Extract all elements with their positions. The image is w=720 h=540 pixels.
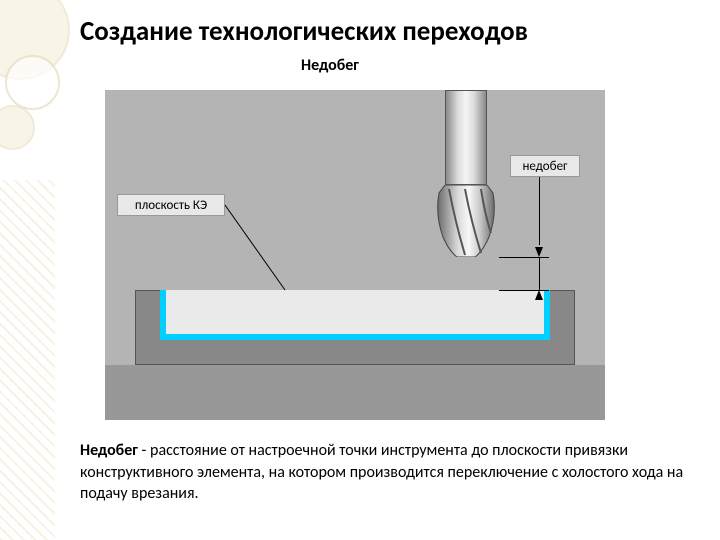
tool-cutter: [435, 185, 497, 257]
deco-circle-2: [5, 55, 60, 110]
slide-subtitle: Недобег: [80, 56, 580, 75]
callout-right-leader: [539, 177, 540, 245]
arrow-down-icon: [535, 247, 543, 257]
diagram: плоскость КЭ недобег: [105, 90, 605, 420]
deco-hatching: [0, 180, 55, 540]
tool-shank: [445, 90, 487, 185]
diagram-floor: [105, 365, 605, 420]
arrow-up-icon: [535, 290, 543, 300]
callout-left-leader: [225, 205, 315, 295]
slot-surface: [166, 290, 544, 334]
definition-term: Недобег: [80, 441, 138, 460]
dimension-extent-top: [499, 257, 549, 258]
dimension-line: [539, 257, 540, 290]
deco-circle-1: [0, 0, 70, 80]
definition-paragraph: Недобег - расстояние от настроечной точк…: [80, 440, 690, 505]
callout-gap-label: недобег: [510, 155, 580, 177]
slide-decoration: [0, 0, 60, 540]
definition-text: - расстояние от настроечной точки инстру…: [80, 441, 683, 503]
slide-title: Создание технологических переходов: [80, 15, 700, 48]
content-header: Создание технологических переходов Недоб…: [80, 15, 700, 75]
callout-plane-label: плоскость КЭ: [117, 194, 225, 216]
deco-circle-3: [0, 105, 35, 150]
